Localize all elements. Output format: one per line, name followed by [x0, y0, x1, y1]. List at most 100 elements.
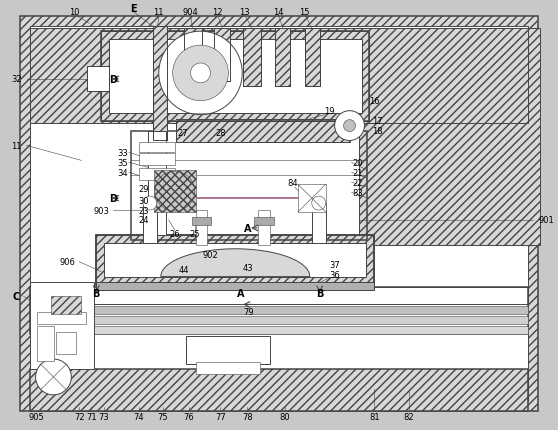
Bar [37, 326, 55, 361]
Text: 75: 75 [157, 412, 168, 421]
Bar [131, 131, 367, 240]
Bar [258, 211, 270, 245]
Bar [153, 27, 167, 141]
Bar [214, 29, 230, 82]
Bar [305, 29, 320, 86]
Bar [139, 169, 175, 181]
Text: 34: 34 [118, 169, 128, 177]
Bar [275, 29, 290, 86]
Bar [195, 211, 208, 245]
Text: 82: 82 [404, 412, 415, 421]
Circle shape [191, 64, 210, 84]
Text: 72: 72 [74, 412, 85, 421]
Text: 11: 11 [153, 8, 164, 17]
Text: 73: 73 [99, 412, 109, 421]
Bar [30, 27, 528, 401]
Bar [312, 203, 326, 243]
Circle shape [143, 197, 157, 211]
Bar [143, 203, 157, 243]
Text: 10: 10 [69, 8, 80, 17]
Text: B: B [93, 289, 100, 299]
Text: 76: 76 [183, 412, 194, 421]
Bar [96, 235, 374, 285]
Circle shape [344, 120, 355, 132]
Text: 29: 29 [138, 184, 149, 193]
Text: 43: 43 [243, 264, 253, 273]
Polygon shape [161, 249, 310, 277]
Bar [275, 29, 290, 86]
Text: 83: 83 [352, 188, 363, 197]
Text: 18: 18 [372, 127, 383, 136]
Bar [30, 282, 94, 369]
Bar [30, 316, 528, 325]
Text: 74: 74 [133, 412, 144, 421]
Circle shape [159, 32, 242, 115]
Text: 30: 30 [138, 196, 149, 205]
Bar [96, 235, 374, 285]
Text: 904: 904 [182, 8, 199, 17]
Text: 21: 21 [352, 169, 363, 177]
Bar [104, 243, 367, 277]
Bar [186, 336, 270, 364]
Text: 23: 23 [138, 206, 149, 215]
Bar [30, 369, 528, 411]
Bar [139, 154, 175, 166]
Bar [96, 282, 374, 290]
Text: 20: 20 [352, 159, 363, 167]
Circle shape [172, 46, 228, 101]
Text: 901: 901 [538, 216, 554, 225]
Text: 79: 79 [243, 307, 253, 316]
Bar [243, 29, 261, 86]
Bar [109, 40, 363, 114]
Bar [184, 29, 201, 77]
Text: 903: 903 [93, 206, 109, 215]
Bar [30, 29, 528, 123]
Text: 905: 905 [28, 412, 45, 421]
Text: 37: 37 [329, 261, 340, 270]
Text: 77: 77 [215, 412, 226, 421]
Bar [101, 32, 369, 121]
Text: 19: 19 [324, 107, 335, 116]
Text: 17: 17 [372, 117, 383, 126]
Bar [195, 362, 260, 374]
Bar [87, 67, 109, 92]
Bar [139, 143, 175, 153]
Text: D: D [109, 194, 117, 204]
Text: B: B [316, 289, 324, 299]
Circle shape [335, 111, 364, 141]
Text: 906: 906 [60, 258, 75, 267]
Bar [154, 171, 195, 212]
Text: 32: 32 [11, 75, 22, 84]
Text: 28: 28 [215, 129, 225, 138]
Text: 27: 27 [177, 129, 188, 138]
Bar [176, 121, 349, 143]
Text: A: A [244, 224, 252, 233]
Bar [30, 326, 528, 335]
Text: D: D [109, 75, 117, 85]
Text: 26: 26 [170, 230, 180, 239]
Text: 35: 35 [118, 159, 128, 167]
Text: 84: 84 [287, 178, 298, 187]
Bar [51, 297, 81, 315]
Text: 44: 44 [179, 265, 189, 274]
Text: 15: 15 [300, 8, 310, 17]
Text: 25: 25 [189, 230, 200, 239]
Bar [30, 287, 528, 335]
Text: 16: 16 [369, 97, 379, 106]
Text: E: E [129, 4, 136, 14]
Bar [184, 29, 201, 77]
Text: 78: 78 [242, 412, 253, 421]
Bar [30, 307, 528, 315]
Circle shape [312, 197, 326, 211]
Text: C: C [12, 292, 20, 302]
Text: 13: 13 [239, 8, 249, 17]
Text: 24: 24 [138, 216, 149, 225]
Bar [298, 185, 326, 212]
Bar [359, 29, 540, 245]
Text: 902: 902 [203, 251, 218, 260]
Text: A: A [237, 289, 244, 299]
Bar [191, 218, 211, 225]
Bar [214, 29, 230, 82]
Bar [148, 131, 166, 235]
Bar [176, 121, 349, 143]
